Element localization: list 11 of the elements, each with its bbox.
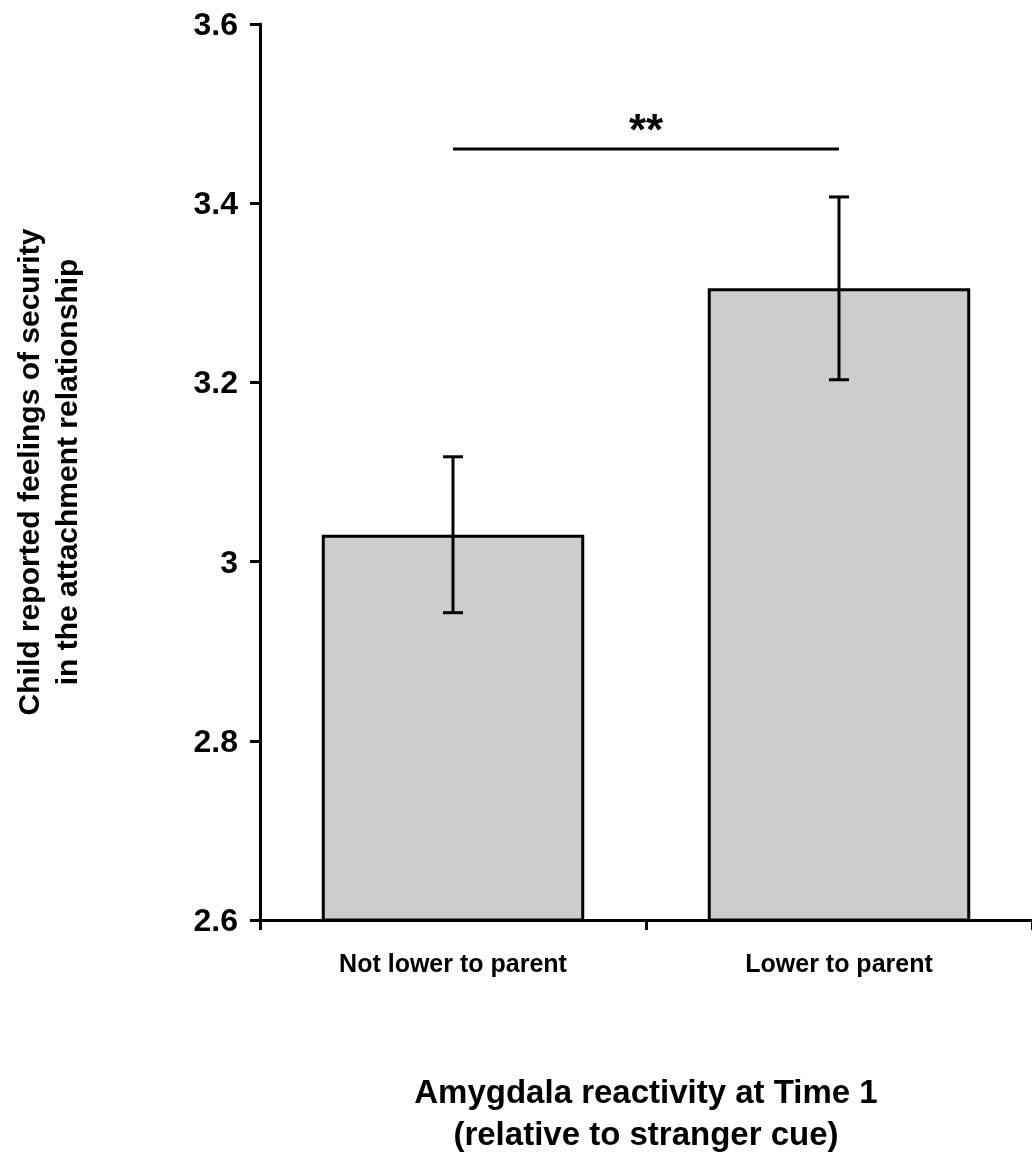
y-tick-label: 2.6 bbox=[193, 902, 238, 938]
annotation: ** bbox=[628, 104, 664, 154]
y-tick-label: 3.6 bbox=[193, 6, 238, 42]
x-tick-label: Lower to parent bbox=[745, 948, 934, 977]
x-axis-title: Amygdala reactivity at Time 1 (relative to stranger cue) bbox=[414, 1072, 878, 1152]
y-tick-label: 2.8 bbox=[193, 722, 238, 759]
y-tick-label: 3.4 bbox=[193, 185, 239, 222]
y-tick-label: 3 bbox=[220, 543, 238, 580]
x-tick-label: Not lower to parent bbox=[339, 948, 568, 977]
y-tick-label: 3.2 bbox=[193, 364, 238, 401]
y-axis-title: Child reported feelings of security in the attachment relationship bbox=[11, 228, 83, 716]
